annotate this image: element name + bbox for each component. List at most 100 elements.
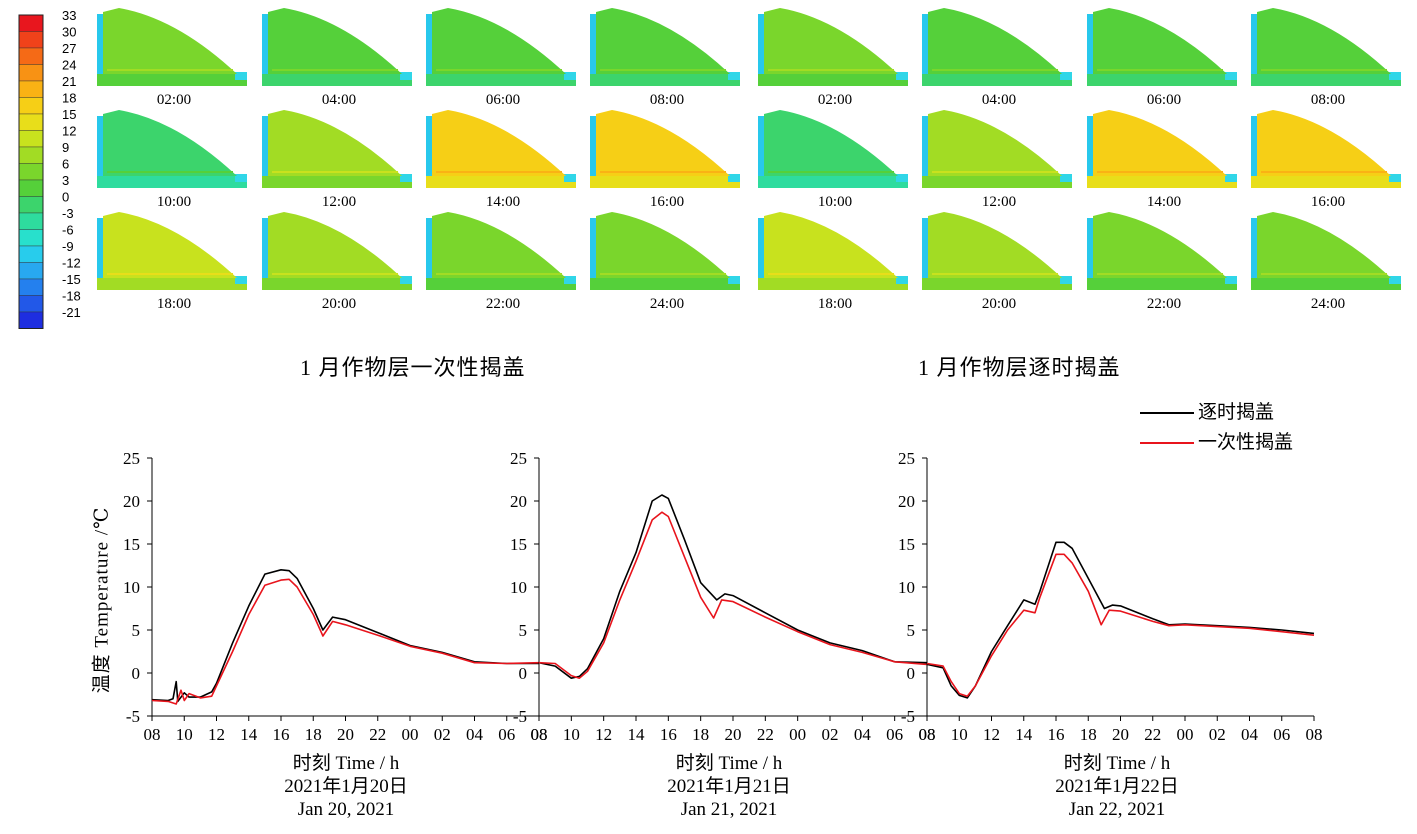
x-axis-label-day3: 时刻 Time / h 2021年1月22日 Jan 22, 2021 <box>987 752 1247 821</box>
chart-panel: -5 0 5 10 15 20 25 08 10 12 14 16 18 20 22 00 02 04 06 08 <box>123 449 548 744</box>
thumbnail-time-label: 02:00 <box>156 92 192 108</box>
y-tick-label: 20 <box>898 492 915 511</box>
colorbar-tick-label: 12 <box>62 124 76 139</box>
thumbnail-time-label: 10:00 <box>156 194 192 210</box>
series-line-one-time <box>151 578 540 705</box>
x-tick-label: 14 <box>240 725 258 744</box>
date-en: Jan 20, 2021 <box>297 799 395 820</box>
x-tick-label: 22 <box>757 725 774 744</box>
colorbar-tick-label: -15 <box>62 272 81 287</box>
colorbar-tick-label: 0 <box>62 190 69 205</box>
x-tick-label: 00 <box>402 725 419 744</box>
caption-one-time-uncover: 1 月作物层一次性揭盖 <box>300 355 526 380</box>
legend-item-one-time: 一次性揭盖 <box>1140 428 1293 458</box>
colorbar-tick-label: 27 <box>62 41 76 56</box>
contour-thumbnail <box>758 212 908 290</box>
colorbar-tick-label: 6 <box>62 157 69 172</box>
x-tick-label: 20 <box>1112 725 1129 744</box>
y-tick-label: 15 <box>898 535 915 554</box>
contour-thumbnail <box>1087 8 1237 86</box>
contour-thumbnail <box>426 110 576 188</box>
thumbnail-time-label: 10:00 <box>817 194 853 210</box>
contour-thumbnail <box>426 212 576 290</box>
legend-swatch-black <box>1140 412 1194 414</box>
series-line-hourly <box>538 494 928 679</box>
y-tick-label: 25 <box>510 449 527 468</box>
y-tick-label: 10 <box>123 578 140 597</box>
colorbar-tick-label: -9 <box>62 239 74 254</box>
y-tick-label: 10 <box>898 578 915 597</box>
y-tick-label: 10 <box>510 578 527 597</box>
thumbnail-time-label: 16:00 <box>1310 194 1346 210</box>
date-cn: 2021年1月22日 <box>1055 776 1179 797</box>
contour-thumbnail <box>1251 8 1401 86</box>
y-tick-label: 20 <box>510 492 527 511</box>
thumbnail-time-label: 22:00 <box>1146 296 1182 312</box>
contour-thumbnail <box>1087 110 1237 188</box>
thumbnail-time-label: 02:00 <box>817 92 853 108</box>
y-axis-label: 温度 Temperature /℃ <box>91 506 113 694</box>
x-tick-label: 22 <box>369 725 386 744</box>
colorbar-tick-label: 21 <box>62 74 76 89</box>
y-tick-label: -5 <box>126 707 140 726</box>
x-tick-label: 10 <box>176 725 193 744</box>
date-en: Jan 21, 2021 <box>680 799 778 820</box>
x-tick-label: 18 <box>305 725 322 744</box>
colorbar-tick-label: 24 <box>62 58 76 73</box>
x-tick-label: 20 <box>337 725 354 744</box>
contour-thumbnail <box>1251 110 1401 188</box>
x-tick-label: 04 <box>854 725 872 744</box>
thumbnail-time-label: 18:00 <box>156 296 192 312</box>
legend-swatch-red <box>1140 442 1194 444</box>
thumbnail-time-label: 12:00 <box>321 194 357 210</box>
colorbar-tick-label: 15 <box>62 107 76 122</box>
chart-legend: 逐时揭盖 一次性揭盖 <box>1140 398 1293 458</box>
contour-thumbnail <box>426 8 576 86</box>
colorbar-tick-label: -3 <box>62 206 74 221</box>
x-tick-label: 04 <box>1241 725 1259 744</box>
x-tick-label: 16 <box>660 725 677 744</box>
thumbnail-time-label: 20:00 <box>321 296 357 312</box>
contour-thumbnail <box>590 212 740 290</box>
thumbnail-time-label: 04:00 <box>321 92 357 108</box>
x-tick-label: 08 <box>144 725 161 744</box>
series-line-one-time <box>926 553 1315 697</box>
x-tick-label: 22 <box>1144 725 1161 744</box>
x-tick-label: 14 <box>628 725 646 744</box>
x-tick-label: 08 <box>531 725 548 744</box>
x-tick-label: 10 <box>563 725 580 744</box>
contour-thumbnail <box>758 8 908 86</box>
y-tick-label: 0 <box>907 664 916 683</box>
contour-thumbnail <box>262 8 412 86</box>
colorbar-tick-label: -12 <box>62 256 81 271</box>
x-tick-label: 06 <box>886 725 903 744</box>
series-line-hourly <box>926 541 1315 699</box>
contour-thumbnail <box>922 110 1072 188</box>
x-tick-label: 08 <box>531 725 548 744</box>
colorbar-tick-label: 18 <box>62 91 76 106</box>
x-tick-label: 08 <box>919 725 936 744</box>
x-tick-label: 20 <box>725 725 742 744</box>
x-axis-label-day2: 时刻 Time / h 2021年1月21日 Jan 21, 2021 <box>599 752 859 821</box>
contour-thumbnail <box>97 212 247 290</box>
x-tick-label: 00 <box>789 725 806 744</box>
contour-thumbnail <box>758 110 908 188</box>
x-tick-label: 16 <box>273 725 290 744</box>
x-axis-title: 时刻 Time / h <box>292 753 400 774</box>
colorbar-tick-label: -6 <box>62 223 74 238</box>
contour-thumbnail <box>97 8 247 86</box>
date-cn: 2021年1月21日 <box>667 776 791 797</box>
x-tick-label: 08 <box>919 725 936 744</box>
contour-thumbnail <box>922 212 1072 290</box>
legend-label: 逐时揭盖 <box>1198 402 1275 423</box>
y-tick-label: 15 <box>510 535 527 554</box>
colorbar-tick-label: 33 <box>62 8 76 23</box>
thumbnail-time-label: 08:00 <box>1310 92 1346 108</box>
chart-panel: -5 0 5 10 15 20 25 08 10 12 14 16 18 20 22 00 02 04 06 08 <box>510 449 936 744</box>
thumbnail-time-label: 04:00 <box>981 92 1017 108</box>
contour-thumbnail <box>590 110 740 188</box>
thumbnail-time-label: 24:00 <box>649 296 685 312</box>
x-axis-title: 时刻 Time / h <box>1063 753 1171 774</box>
thumbnail-time-label: 08:00 <box>649 92 685 108</box>
